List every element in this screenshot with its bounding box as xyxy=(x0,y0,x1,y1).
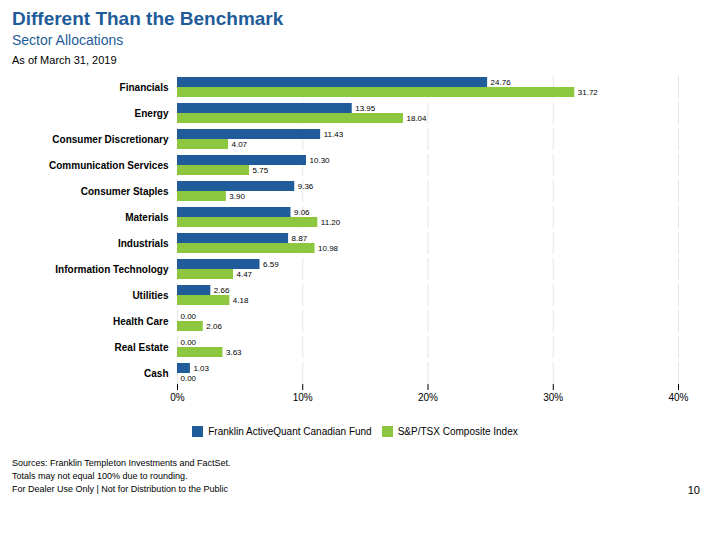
html-text:Different Than the Benchmark: Different Than the Benchmark xyxy=(12,8,284,29)
svg-text:Information Technology: Information Technology xyxy=(55,264,169,275)
svg-text:9.36: 9.36 xyxy=(298,182,314,191)
svg-text:0.00: 0.00 xyxy=(181,338,197,347)
svg-text:6.59: 6.59 xyxy=(263,260,279,269)
html-text:Sector Allocations: Sector Allocations xyxy=(12,32,124,48)
svg-text:Consumer Staples: Consumer Staples xyxy=(81,186,169,197)
svg-text:20%: 20% xyxy=(418,392,438,403)
svg-text:Health Care: Health Care xyxy=(113,316,169,327)
svg-text:24.76: 24.76 xyxy=(491,78,512,87)
svg-text:Cash: Cash xyxy=(144,368,168,379)
svg-text:3.63: 3.63 xyxy=(226,348,242,357)
svg-text:Materials: Materials xyxy=(125,212,169,223)
svg-text:Energy: Energy xyxy=(135,108,169,119)
svg-text:11.20: 11.20 xyxy=(321,218,341,227)
svg-text:10.30: 10.30 xyxy=(310,156,331,165)
svg-text:Financials: Financials xyxy=(120,82,169,93)
svg-text:4.18: 4.18 xyxy=(233,296,249,305)
html-text:Franklin ActiveQuant Canadian: Franklin ActiveQuant Canadian Fund xyxy=(208,426,372,437)
svg-text:2.06: 2.06 xyxy=(206,322,222,331)
svg-text:0%: 0% xyxy=(170,392,185,403)
svg-text:18.04: 18.04 xyxy=(406,114,427,123)
svg-text:30%: 30% xyxy=(543,392,563,403)
svg-text:4.47: 4.47 xyxy=(236,270,252,279)
svg-text:Industrials: Industrials xyxy=(118,238,169,249)
svg-text:3.90: 3.90 xyxy=(229,192,245,201)
svg-text:0.00: 0.00 xyxy=(181,374,197,383)
svg-text:Consumer Discretionary: Consumer Discretionary xyxy=(52,134,169,145)
html-text:As of March 31, 2019: As of March 31, 2019 xyxy=(12,54,117,66)
svg-text:10%: 10% xyxy=(293,392,313,403)
svg-text:9.06: 9.06 xyxy=(294,208,310,217)
svg-text:Communication Services: Communication Services xyxy=(49,160,169,171)
svg-text:11.43: 11.43 xyxy=(324,130,344,139)
html-text:Sources: Franklin Templeton In: Sources: Franklin Templeton Investments … xyxy=(12,458,231,495)
svg-text:40%: 40% xyxy=(668,392,688,403)
svg-text:5.75: 5.75 xyxy=(253,166,269,175)
svg-text:13.95: 13.95 xyxy=(355,104,376,113)
svg-text:1.03: 1.03 xyxy=(193,364,209,373)
html-text:S&P/TSX Composite Index: S&P/TSX Composite Index xyxy=(397,426,518,437)
svg-text:8.87: 8.87 xyxy=(292,234,308,243)
svg-text:10.98: 10.98 xyxy=(318,244,339,253)
svg-text:Utilities: Utilities xyxy=(132,290,169,301)
html-text:10: 10 xyxy=(687,484,700,497)
svg-text:0.00: 0.00 xyxy=(181,312,197,321)
svg-text:2.66: 2.66 xyxy=(214,286,230,295)
svg-text:4.07: 4.07 xyxy=(231,140,247,149)
svg-text:Real Estate: Real Estate xyxy=(115,342,169,353)
svg-text:31.72: 31.72 xyxy=(578,88,599,97)
